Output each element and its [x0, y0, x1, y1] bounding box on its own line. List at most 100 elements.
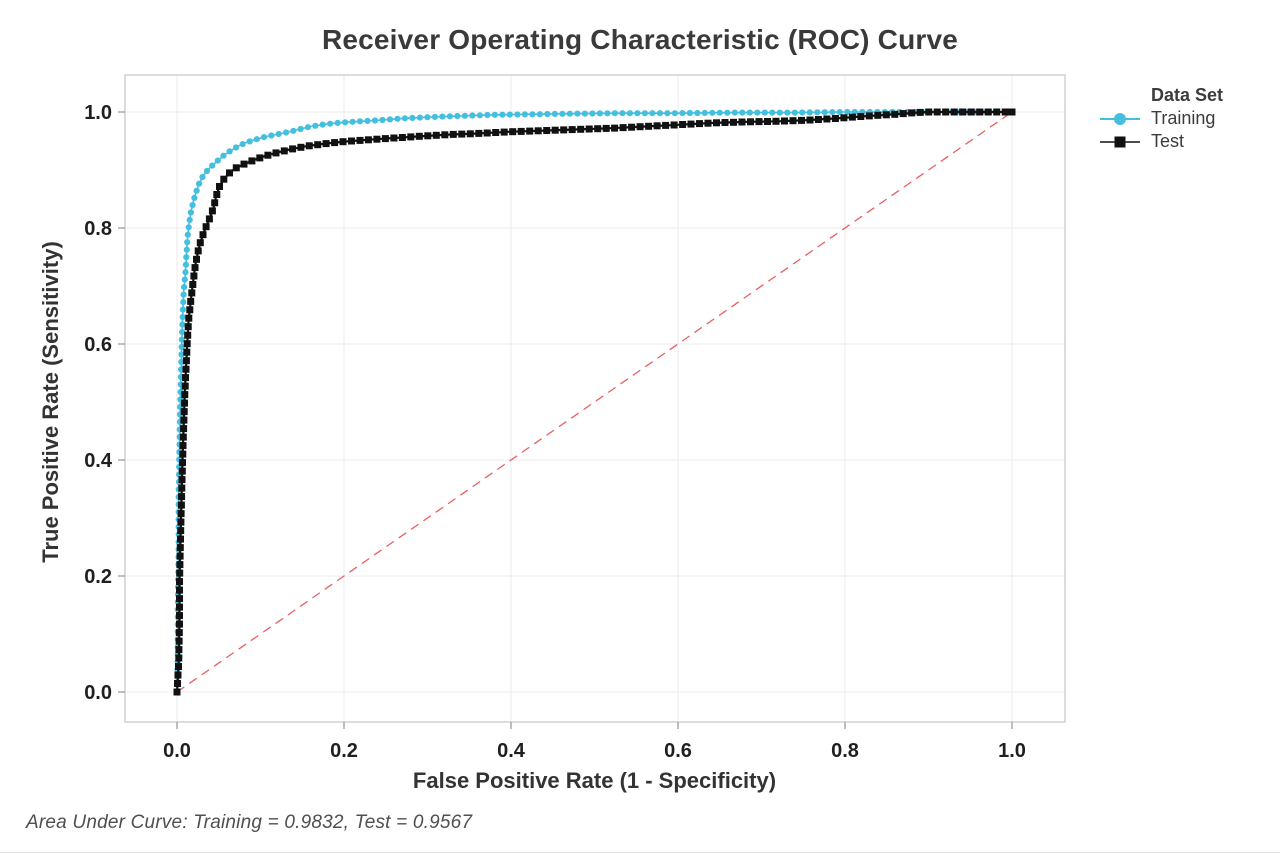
- circle-marker: [619, 110, 626, 117]
- legend-label-test: Test: [1151, 131, 1185, 151]
- circle-marker: [178, 358, 185, 366]
- circle-marker: [349, 118, 356, 125]
- legend-item-training: Training: [1098, 107, 1223, 130]
- circle-marker: [220, 152, 227, 159]
- circle-marker: [521, 111, 529, 118]
- square-marker: [407, 133, 415, 141]
- circle-marker: [484, 111, 491, 119]
- square-marker: [177, 518, 185, 526]
- square-marker: [356, 136, 364, 144]
- y-tick-label: 0.4: [84, 450, 113, 472]
- square-marker: [755, 118, 763, 126]
- square-marker: [585, 125, 593, 133]
- circle-marker: [596, 110, 604, 117]
- circle-marker: [821, 109, 828, 116]
- y-tick-label: 1.0: [84, 102, 112, 124]
- square-marker: [175, 637, 183, 645]
- circle-marker: [184, 239, 191, 246]
- y-tick-label: 0.2: [84, 566, 112, 588]
- square-marker: [248, 157, 256, 165]
- circle-marker: [185, 224, 192, 231]
- y-axis-label: True Positive Rate (Sensitivity): [38, 241, 63, 563]
- square-marker: [602, 124, 610, 132]
- y-tick-label: 0.0: [84, 682, 112, 704]
- circle-marker: [181, 276, 188, 283]
- circle-marker: [784, 109, 791, 116]
- circle-marker: [814, 109, 821, 116]
- square-marker: [339, 138, 347, 146]
- square-marker: [289, 145, 297, 153]
- square-marker: [653, 122, 661, 130]
- square-marker: [764, 118, 771, 125]
- square-marker: [1008, 108, 1016, 116]
- chance-diagonal-line: [176, 111, 1013, 693]
- square-marker: [314, 141, 322, 149]
- square-marker: [176, 620, 183, 628]
- circle-marker: [679, 110, 686, 117]
- square-marker: [272, 149, 280, 157]
- circle-marker: [739, 109, 746, 116]
- circle-marker: [536, 111, 544, 118]
- square-marker: [942, 108, 950, 116]
- square-marker: [441, 131, 449, 139]
- square-marker: [216, 183, 223, 190]
- circle-marker: [664, 110, 671, 117]
- x-tick-label: 0.6: [664, 740, 692, 762]
- square-marker: [179, 459, 186, 467]
- circle-marker: [716, 109, 723, 116]
- square-marker: [551, 126, 559, 134]
- square-marker: [181, 391, 189, 399]
- square-marker: [297, 143, 305, 151]
- circle-marker: [304, 124, 311, 131]
- square-marker: [305, 142, 313, 150]
- square-marker: [176, 612, 183, 620]
- square-marker: [636, 123, 644, 131]
- square-marker: [976, 108, 984, 116]
- square-marker: [331, 139, 339, 147]
- circle-marker: [297, 125, 304, 133]
- circle-marker: [791, 109, 798, 116]
- square-marker: [466, 130, 474, 138]
- circle-marker: [178, 336, 185, 343]
- circle-marker: [799, 109, 806, 116]
- square-marker: [177, 501, 185, 509]
- square-marker: [899, 110, 907, 118]
- square-marker: [840, 114, 848, 122]
- circle-marker: [649, 110, 656, 117]
- circle-marker: [454, 112, 461, 120]
- circle-marker: [179, 329, 186, 336]
- square-marker: [205, 215, 213, 223]
- circle-marker: [199, 173, 206, 181]
- square-marker: [933, 108, 941, 116]
- circle-marker: [671, 110, 679, 117]
- plot-frame: [124, 74, 1066, 723]
- square-marker: [772, 117, 780, 125]
- square-marker: [180, 408, 188, 416]
- legend-header-spacer: [1098, 84, 1142, 107]
- circle-marker: [364, 117, 371, 124]
- square-marker: [196, 239, 204, 247]
- square-marker: [611, 124, 619, 132]
- circle-marker: [182, 261, 189, 268]
- circle-marker: [529, 111, 536, 118]
- square-marker: [208, 207, 216, 215]
- square-marker: [199, 231, 207, 239]
- square-marker: [176, 586, 183, 594]
- square-marker: [178, 493, 186, 501]
- square-marker: [560, 126, 568, 134]
- square-marker: [178, 467, 186, 475]
- square-marker: [189, 281, 197, 288]
- x-tick-label: 0.4: [497, 740, 526, 762]
- circle-marker: [709, 109, 716, 116]
- square-marker: [179, 442, 187, 450]
- square-marker: [322, 140, 330, 148]
- square-marker: [984, 108, 992, 116]
- circle-marker: [746, 109, 753, 116]
- square-marker: [781, 117, 788, 125]
- square-marker: [175, 629, 183, 637]
- x-tick-label: 0.2: [330, 740, 358, 762]
- square-marker: [211, 199, 219, 207]
- square-marker: [180, 425, 188, 433]
- square-marker: [415, 132, 423, 140]
